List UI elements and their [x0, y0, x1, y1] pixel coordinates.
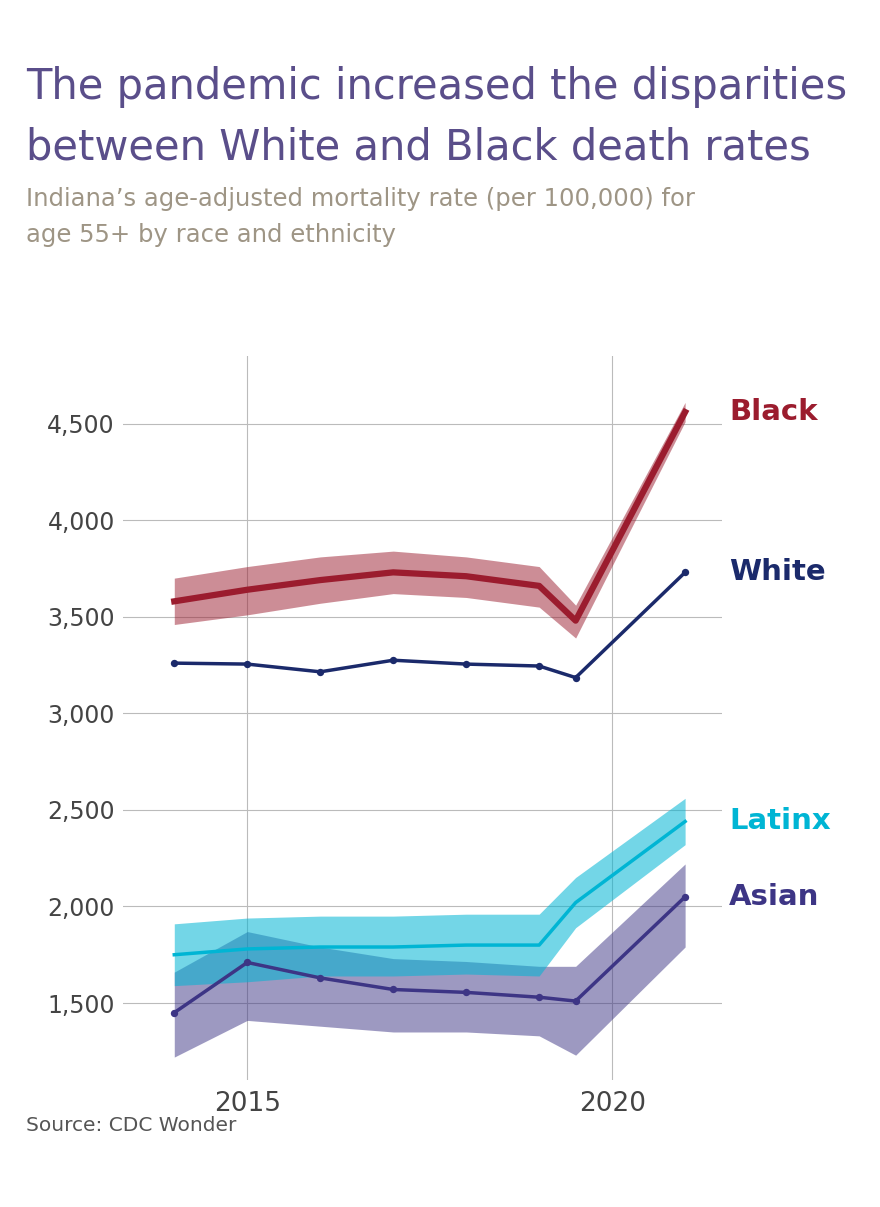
Point	[568, 667, 583, 687]
Text: Latinx: Latinx	[729, 807, 831, 835]
Point	[240, 952, 254, 972]
Text: Black: Black	[729, 398, 818, 426]
Point	[167, 1003, 181, 1022]
Text: The pandemic increased the disparities: The pandemic increased the disparities	[26, 66, 847, 109]
Point	[532, 987, 546, 1007]
Text: between White and Black death rates: between White and Black death rates	[26, 127, 811, 169]
Text: White: White	[729, 559, 825, 587]
Point	[678, 562, 693, 582]
Point	[459, 654, 473, 674]
Text: age 55+ by race and ethnicity: age 55+ by race and ethnicity	[26, 223, 396, 247]
Text: Indiana’s age-adjusted mortality rate (per 100,000) for: Indiana’s age-adjusted mortality rate (p…	[26, 187, 695, 211]
Point	[167, 653, 181, 672]
Point	[532, 657, 546, 676]
Point	[678, 887, 693, 906]
Point	[313, 968, 327, 987]
Text: Source: CDC Wonder: Source: CDC Wonder	[26, 1116, 237, 1136]
Point	[386, 980, 400, 999]
Point	[240, 654, 254, 674]
Point	[386, 651, 400, 670]
Text: Asian: Asian	[729, 882, 819, 911]
Point	[459, 982, 473, 1002]
Point	[313, 663, 327, 682]
Point	[568, 991, 583, 1010]
